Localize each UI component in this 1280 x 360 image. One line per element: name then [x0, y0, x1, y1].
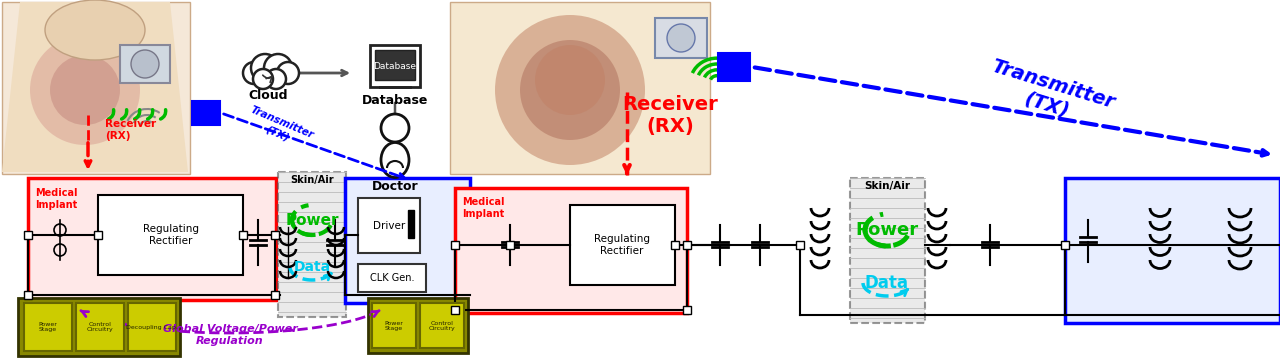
- Bar: [451, 241, 460, 249]
- Bar: [451, 306, 460, 314]
- Text: Power: Power: [285, 212, 339, 228]
- Bar: [120, 45, 170, 83]
- Bar: [420, 303, 465, 348]
- Bar: [99, 195, 243, 275]
- Circle shape: [50, 55, 120, 125]
- Circle shape: [251, 54, 279, 82]
- Text: Cloud: Cloud: [248, 89, 288, 102]
- Text: Data: Data: [293, 260, 330, 274]
- Circle shape: [495, 15, 645, 165]
- Ellipse shape: [381, 143, 410, 177]
- Bar: [372, 303, 416, 348]
- Text: Skin/Air: Skin/Air: [864, 181, 910, 191]
- Text: Control
Circuitry: Control Circuitry: [87, 321, 114, 332]
- Bar: [24, 231, 32, 239]
- Bar: [655, 18, 707, 58]
- Bar: [1065, 178, 1280, 323]
- Text: Receiver
(RX): Receiver (RX): [105, 119, 156, 141]
- Circle shape: [29, 35, 140, 145]
- Circle shape: [667, 24, 695, 52]
- Bar: [408, 210, 413, 238]
- Bar: [570, 205, 675, 285]
- Bar: [796, 241, 804, 249]
- Bar: [454, 188, 687, 313]
- Bar: [24, 291, 32, 299]
- Text: Global Voltage/Power
Regulation: Global Voltage/Power Regulation: [163, 324, 297, 346]
- Text: Doctor: Doctor: [371, 180, 419, 193]
- Text: Regulating
Rectifier: Regulating Rectifier: [594, 234, 650, 256]
- Bar: [358, 198, 420, 253]
- Text: Database: Database: [374, 62, 416, 71]
- Circle shape: [243, 62, 265, 84]
- Bar: [451, 2, 710, 174]
- Bar: [278, 172, 346, 317]
- Bar: [28, 178, 276, 300]
- Bar: [3, 2, 189, 174]
- Bar: [718, 53, 750, 81]
- Text: Receiver
(RX): Receiver (RX): [622, 95, 718, 135]
- Ellipse shape: [45, 0, 145, 60]
- Text: Power
Stage: Power Stage: [38, 321, 58, 332]
- Bar: [671, 241, 678, 249]
- Bar: [76, 303, 124, 351]
- Circle shape: [381, 114, 410, 142]
- Circle shape: [535, 45, 605, 115]
- Text: Medical
Implant: Medical Implant: [35, 188, 78, 210]
- Bar: [506, 241, 515, 249]
- Bar: [93, 231, 102, 239]
- Circle shape: [131, 50, 159, 78]
- Bar: [128, 303, 177, 351]
- Bar: [18, 298, 180, 356]
- Text: Decoupling Cap.: Decoupling Cap.: [125, 324, 178, 329]
- Bar: [369, 298, 468, 353]
- Text: Transmitter
(TX): Transmitter (TX): [983, 57, 1117, 133]
- Bar: [370, 45, 420, 87]
- Bar: [271, 231, 279, 239]
- Polygon shape: [3, 2, 188, 172]
- Text: Power: Power: [855, 221, 919, 239]
- Circle shape: [276, 62, 300, 84]
- Text: Medical
Implant: Medical Implant: [462, 197, 504, 219]
- Text: Database: Database: [362, 94, 429, 107]
- Circle shape: [266, 69, 285, 89]
- Bar: [239, 231, 247, 239]
- Text: CLK Gen.: CLK Gen.: [370, 273, 415, 283]
- Bar: [346, 178, 470, 303]
- Bar: [271, 291, 279, 299]
- Text: Data: Data: [865, 274, 909, 292]
- Bar: [684, 306, 691, 314]
- Bar: [358, 264, 426, 292]
- Bar: [192, 101, 220, 125]
- Text: Regulating
Rectifier: Regulating Rectifier: [143, 224, 198, 246]
- Circle shape: [520, 40, 620, 140]
- Circle shape: [253, 69, 273, 89]
- Text: Power
Stage: Power Stage: [384, 321, 403, 332]
- Text: Skin/Air: Skin/Air: [291, 175, 334, 185]
- Bar: [375, 50, 415, 80]
- Text: Transmitter
(TX): Transmitter (TX): [244, 105, 315, 151]
- Bar: [24, 303, 72, 351]
- Bar: [684, 241, 691, 249]
- Text: Driver: Driver: [372, 221, 406, 231]
- Bar: [1061, 241, 1069, 249]
- Bar: [850, 178, 925, 323]
- Circle shape: [264, 54, 292, 82]
- Text: Control
Circuitry: Control Circuitry: [429, 321, 456, 332]
